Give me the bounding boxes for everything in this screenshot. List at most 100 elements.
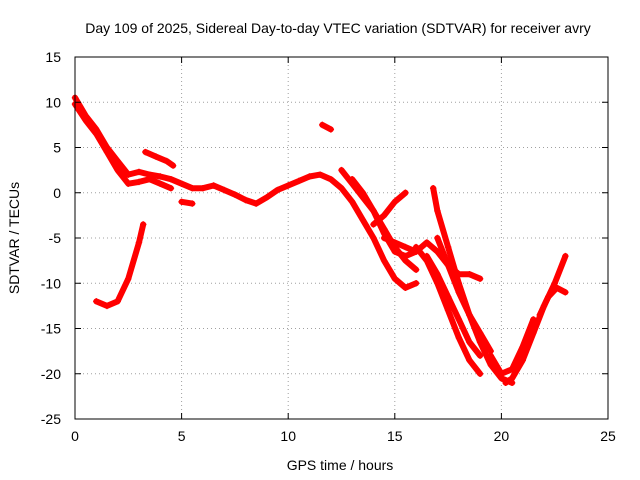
data-point [135,239,143,246]
x-axis-label: GPS time / hours [287,457,394,473]
data-point [380,234,388,242]
x-tick-label: 20 [494,428,510,444]
series-band [536,284,569,318]
data-point [402,189,409,196]
data-point [391,248,398,255]
y-tick-label: -20 [41,366,61,382]
data-point [429,185,437,192]
data-point [370,221,377,228]
data-point [508,375,516,382]
y-tick-label: 5 [53,140,61,156]
series-band [434,235,494,355]
series-band [370,189,409,228]
data-point [498,370,505,377]
data-point [178,180,185,187]
data-point [455,289,462,296]
data-point [370,234,377,242]
data-point [466,338,473,346]
data-point [412,243,420,251]
x-tick-label: 10 [280,428,296,444]
data-point [444,307,452,314]
data-point [359,216,367,224]
series-arc-5 [178,198,196,207]
data-point [562,289,569,296]
data-point [391,239,398,246]
data-point [562,252,569,260]
data-point [93,298,100,305]
series-arc-6 [319,121,335,133]
data-point [423,252,430,260]
y-tick-label: -10 [41,275,61,291]
data-point [231,191,239,198]
axis-ticks: 0 5 10 15 20 25 -25 -20 -15 -10 -5 0 5 10 15 [41,49,616,444]
series-band [319,121,334,133]
data-point [242,196,249,204]
data-point [189,185,196,192]
data-point [103,302,111,310]
data-point [380,257,388,264]
data-point [476,370,484,377]
data-point [455,316,462,323]
data-point [285,182,292,189]
data-point [93,130,100,138]
data-point [178,198,185,205]
data-point [295,177,303,185]
data-point [274,186,281,194]
data-point [412,266,420,273]
x-tick-label: 0 [71,428,79,444]
data-point [327,126,335,133]
data-point [391,275,398,282]
data-point [551,280,558,287]
y-tick-label: -15 [41,321,61,337]
chart-title: Day 109 of 2025, Sidereal Day-to-day VTE… [85,20,591,36]
data-point [412,280,420,287]
data-point [114,166,121,174]
series-arc-10 [380,234,484,282]
x-tick-label: 15 [387,428,403,444]
series-arc-9 [370,189,409,228]
data-point [125,180,132,187]
series-arc-3 [93,221,147,310]
data-point [169,162,177,169]
data-point [316,171,324,178]
data-point [444,293,452,301]
data-series [71,94,569,386]
data-point [157,180,164,187]
series-arc-4 [142,148,177,169]
data-point [210,182,217,189]
series-band [72,101,174,192]
data-point [466,271,473,278]
data-point [306,173,313,180]
data-point [359,189,367,196]
y-tick-label: -5 [49,230,62,246]
data-point [444,261,452,269]
series-arc-15 [487,316,537,377]
data-point [434,271,441,278]
data-point [253,200,260,207]
series-band [423,253,484,359]
data-point [125,275,132,282]
data-point [135,168,143,176]
data-point [348,198,356,205]
data-point [142,148,149,156]
data-point [402,252,409,260]
data-point [140,221,147,228]
data-point [536,311,543,319]
series-arc-13 [423,252,484,359]
data-point [114,298,121,305]
series-arc-14 [434,234,494,355]
data-point [338,185,345,192]
data-point [221,186,228,194]
data-point [402,243,409,251]
data-point [370,207,377,215]
data-point [167,185,175,192]
data-point [423,239,430,246]
data-point [199,185,207,192]
data-point [380,212,388,219]
data-point [189,200,196,207]
y-tick-label: 15 [45,49,61,65]
data-point [319,121,326,129]
data-point [146,175,153,183]
